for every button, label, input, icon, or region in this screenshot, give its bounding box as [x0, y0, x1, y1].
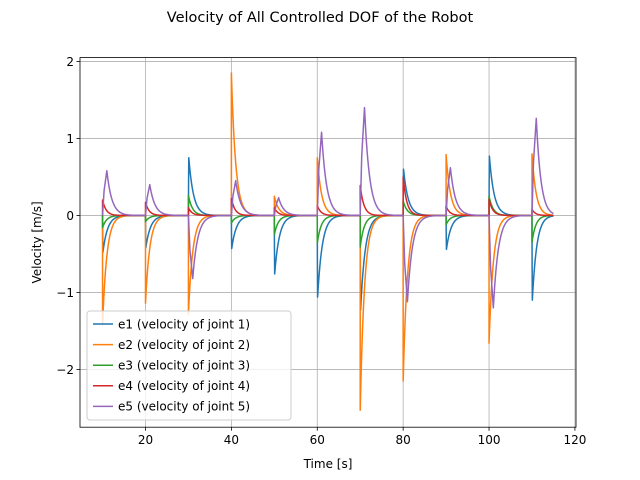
- y-axis-label: Velocity [m/s]: [30, 201, 44, 283]
- x-axis: 20 40 60 80 100 120: [138, 427, 586, 447]
- x-tick-label: 40: [224, 433, 239, 447]
- legend-box: [86, 310, 292, 421]
- legend-label: e5 (velocity of joint 5): [118, 400, 250, 414]
- axes-frame: [79, 57, 577, 428]
- plot-area: [101, 72, 554, 412]
- legend-label: e4 (velocity of joint 4): [118, 379, 250, 393]
- y-tick-label: 2: [66, 55, 74, 69]
- y-tick-label: 0: [66, 209, 74, 223]
- chart-title: Velocity of All Controlled DOF of the Ro…: [167, 10, 474, 26]
- y-axis: −2 −1 0 1 2: [56, 55, 80, 377]
- x-tick-label: 20: [138, 433, 153, 447]
- legend-label: e3 (velocity of joint 3): [118, 359, 250, 373]
- x-tick-label: 80: [396, 433, 411, 447]
- y-tick-label: 1: [66, 132, 74, 146]
- legend-label: e2 (velocity of joint 2): [118, 338, 250, 352]
- x-tick-label: 60: [310, 433, 325, 447]
- x-axis-label: Time [s]: [303, 457, 353, 471]
- x-tick-label: 120: [563, 433, 586, 447]
- y-tick-label: −1: [56, 286, 74, 300]
- legend: e1 (velocity of joint 1) e2 (velocity of …: [86, 310, 292, 421]
- legend-label: e1 (velocity of joint 1): [118, 317, 250, 331]
- series-line-e5: [101, 106, 554, 309]
- x-tick-label: 100: [478, 433, 501, 447]
- y-tick-label: −2: [56, 363, 74, 377]
